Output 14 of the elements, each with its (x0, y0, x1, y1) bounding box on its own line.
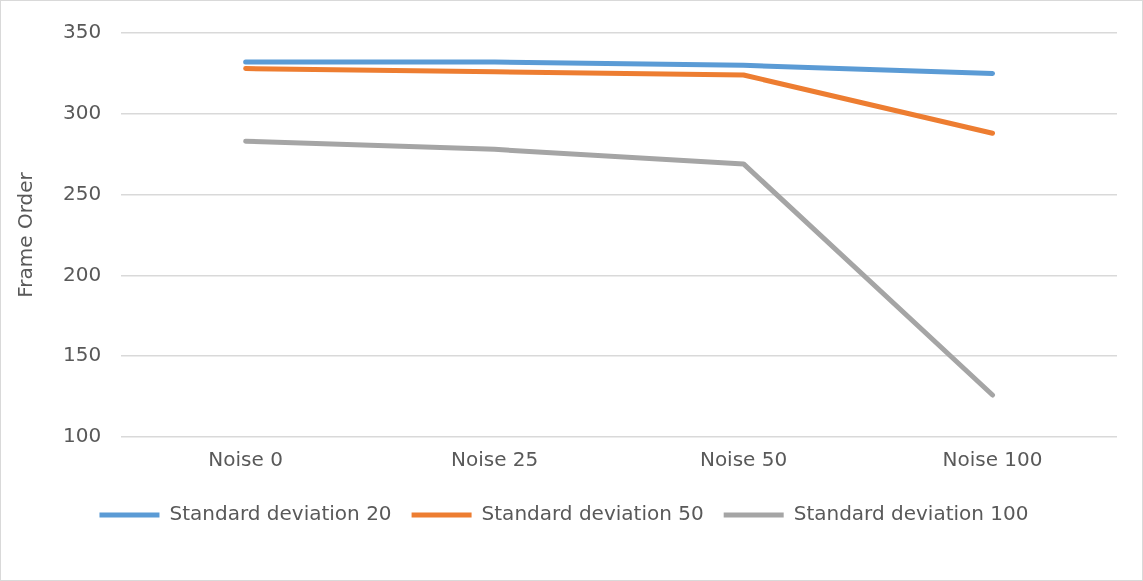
x-tick-label: Noise 50 (699, 447, 788, 472)
x-tick-label: Noise 100 (942, 447, 1043, 472)
y-tick-label: 250 (62, 180, 102, 205)
x-tick-label: Noise 0 (208, 447, 283, 472)
x-tick-label: Noise 25 (450, 447, 539, 472)
y-tick-label: 200 (62, 261, 102, 286)
y-tick-label: 150 (62, 342, 102, 367)
y-tick-label: 100 (62, 423, 102, 448)
y-tick-label: 300 (62, 100, 102, 124)
legend-label: Standard deviation 20 (169, 501, 392, 526)
legend-label: Standard deviation 100 (793, 501, 1029, 526)
legend-label: Standard deviation 50 (481, 501, 704, 526)
y-tick-label: 350 (62, 19, 102, 44)
y-axis-title: Frame Order (13, 171, 38, 298)
